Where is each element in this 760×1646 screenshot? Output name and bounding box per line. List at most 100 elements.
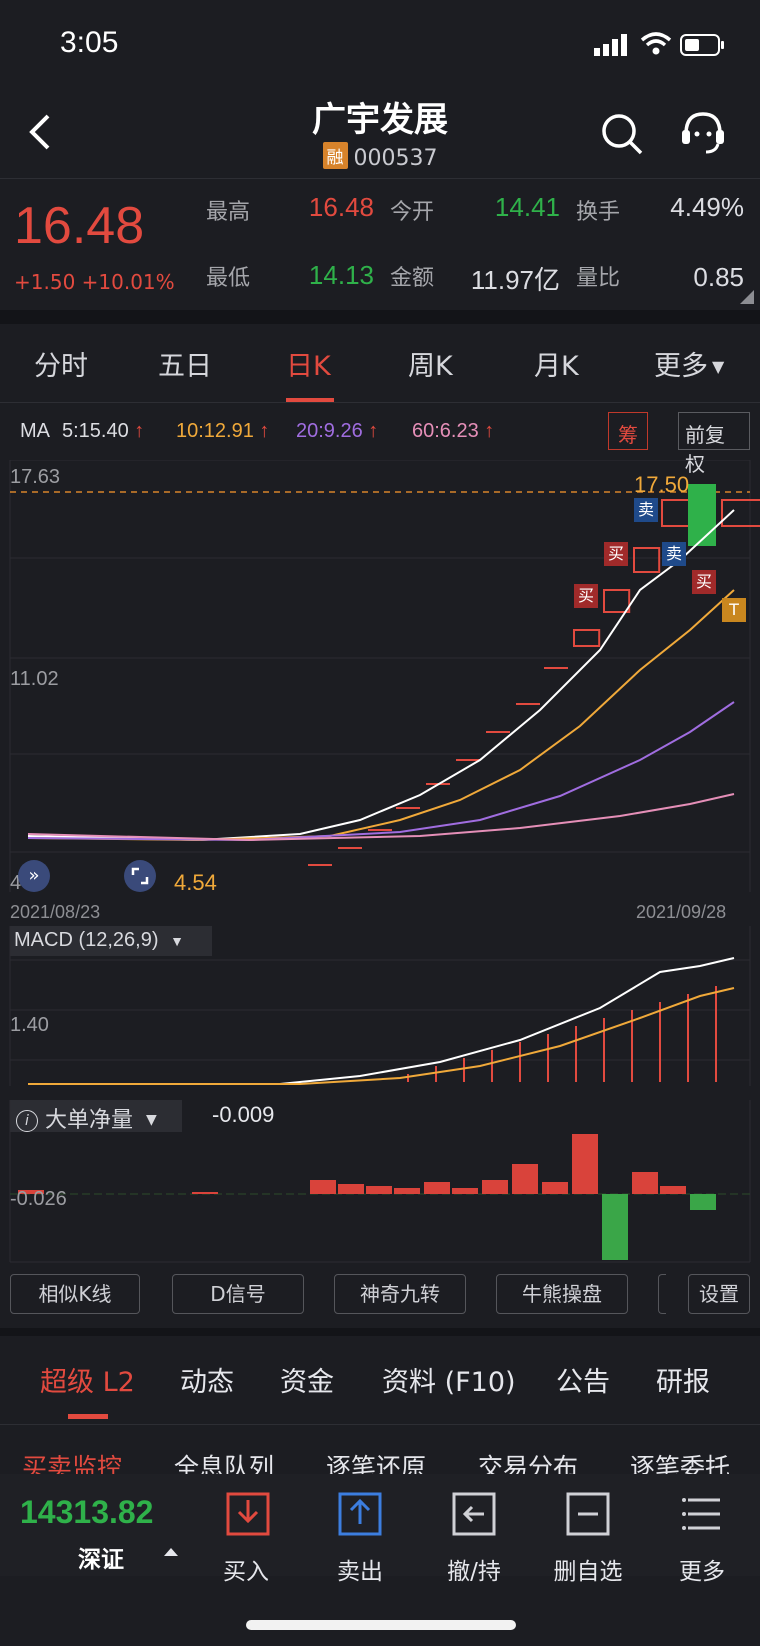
- candle: [603, 589, 631, 613]
- active-tab-indicator: [286, 398, 334, 402]
- remove-watchlist-icon[interactable]: [566, 1492, 610, 1540]
- more-button[interactable]: 更多: [679, 1559, 725, 1585]
- tab-research[interactable]: 研报: [656, 1367, 710, 1398]
- status-time: 3:05: [60, 26, 119, 59]
- tab-more-label: 更多: [654, 351, 708, 382]
- turnover-label: 换手: [576, 200, 621, 225]
- margin-badge: 融: [322, 142, 348, 169]
- date-end: 2021/09/28: [636, 902, 727, 922]
- low-price-marker: 4.54: [174, 870, 217, 895]
- tab-funds[interactable]: 资金: [280, 1367, 334, 1398]
- remove-watchlist-button[interactable]: 删自选: [553, 1559, 623, 1585]
- ma60-row: 60:6.23 ↑: [412, 420, 494, 443]
- tab-daily-k[interactable]: 日K: [286, 351, 331, 382]
- fullscreen-icon[interactable]: [124, 860, 156, 892]
- ma5-line: [27, 509, 735, 842]
- cancel-order-icon[interactable]: [452, 1492, 496, 1540]
- tab-super-l2[interactable]: 超级 L2: [40, 1367, 135, 1398]
- caret-down-icon: ▼: [146, 1112, 157, 1128]
- tab-announcement[interactable]: 公告: [556, 1367, 610, 1398]
- caret-down-icon: ▼: [712, 357, 725, 376]
- amount-value: 11.97亿: [470, 265, 560, 295]
- sell-button[interactable]: 卖出: [337, 1559, 383, 1585]
- tab-monthly-k[interactable]: 月K: [534, 351, 579, 382]
- price-adjust-button[interactable]: 前复权: [678, 412, 750, 476]
- menu-icon[interactable]: [682, 1494, 722, 1538]
- high-label: 最高: [206, 200, 251, 225]
- back-icon[interactable]: [26, 112, 56, 156]
- macd-selector[interactable]: MACD (12,26,9) ▼: [10, 926, 212, 956]
- ma20-line: [27, 701, 735, 842]
- stock-code-row: 融 000537: [0, 142, 760, 171]
- volratio-label: 量比: [576, 266, 621, 291]
- bigorder-title: 大单净量: [45, 1108, 134, 1133]
- tab-weekly-k[interactable]: 周K: [408, 351, 453, 382]
- macd-dif-line: [28, 957, 735, 1085]
- ma10-value: 10:12.91: [176, 420, 254, 442]
- bigorder-bar: [660, 1186, 686, 1194]
- fast-forward-icon[interactable]: »: [18, 860, 50, 892]
- hidden-tool-button[interactable]: [658, 1274, 666, 1314]
- macd-chart[interactable]: [0, 926, 760, 1090]
- bull-bear-button[interactable]: 牛熊操盘: [496, 1274, 628, 1314]
- bigorder-bar: [424, 1182, 450, 1194]
- bigorder-chart[interactable]: [0, 1100, 760, 1266]
- y-axis-mid-label: 11.02: [10, 668, 59, 690]
- search-icon[interactable]: [600, 112, 644, 160]
- bigorder-y-label: -0.026: [10, 1188, 67, 1210]
- buy-signal: 买: [574, 584, 598, 608]
- ma60-value: 60:6.23: [412, 420, 479, 442]
- current-price: 16.48: [14, 197, 145, 255]
- d-signal-button[interactable]: D信号: [172, 1274, 304, 1314]
- candle: [573, 629, 601, 647]
- bigorder-bar: [18, 1190, 44, 1194]
- tab-intraday[interactable]: 分时: [34, 351, 88, 382]
- tab-profile[interactable]: 资料 (F10): [382, 1367, 516, 1398]
- bigorder-bar: [366, 1186, 392, 1194]
- ma20-value: 20:9.26: [296, 420, 363, 442]
- ma10-line: [27, 589, 735, 842]
- bigorder-bar: [192, 1192, 218, 1194]
- similar-kline-button[interactable]: 相似K线: [10, 1274, 140, 1314]
- bigorder-selector[interactable]: i 大单净量 ▼: [10, 1100, 182, 1133]
- buy-icon[interactable]: [226, 1492, 270, 1540]
- amount-label: 金额: [390, 266, 435, 291]
- ma-prefix: MA: [20, 420, 50, 442]
- tab-five-day[interactable]: 五日: [158, 351, 212, 382]
- index-value[interactable]: 14313.82: [20, 1494, 154, 1530]
- candle: [721, 499, 760, 527]
- kline-chart[interactable]: [0, 460, 760, 900]
- low-value: 14.13: [308, 260, 374, 290]
- bigorder-bar: [394, 1188, 420, 1194]
- y-axis-bottom-label: 4: [10, 872, 22, 894]
- home-indicator: [246, 1620, 516, 1630]
- tab-news[interactable]: 动态: [180, 1367, 234, 1398]
- up-arrow-icon: ↑: [259, 420, 270, 442]
- candle: [633, 547, 661, 573]
- index-name[interactable]: 深证: [78, 1547, 124, 1573]
- bigorder-bar: [512, 1164, 538, 1194]
- sell-signal: 卖: [634, 498, 658, 522]
- sell-signal: 卖: [662, 542, 686, 566]
- open-value: 14.41: [494, 192, 560, 222]
- volratio-value: 0.85: [693, 262, 744, 292]
- sell-icon[interactable]: [338, 1492, 382, 1540]
- magic-nine-button[interactable]: 神奇九转: [334, 1274, 466, 1314]
- tab-more[interactable]: 更多 ▼: [654, 344, 724, 383]
- settings-button[interactable]: 设置: [688, 1274, 750, 1314]
- bigorder-bar: [310, 1180, 336, 1194]
- cancel-hold-button[interactable]: 撤/持: [447, 1559, 501, 1585]
- stock-code: 000537: [353, 146, 438, 171]
- bigorder-bar: [338, 1184, 364, 1194]
- expand-corner-icon[interactable]: [740, 290, 754, 304]
- customer-service-icon[interactable]: [678, 108, 728, 162]
- caret-up-icon[interactable]: [164, 1548, 178, 1556]
- bigorder-bar: [542, 1182, 568, 1194]
- chip-distribution-button[interactable]: 筹: [608, 412, 648, 450]
- bigorder-bar: [690, 1194, 716, 1210]
- low-label: 最低: [206, 266, 251, 291]
- ma60-line: [27, 793, 735, 842]
- buy-signal: 买: [604, 542, 628, 566]
- buy-button[interactable]: 买入: [223, 1559, 269, 1585]
- battery-icon: [680, 34, 726, 60]
